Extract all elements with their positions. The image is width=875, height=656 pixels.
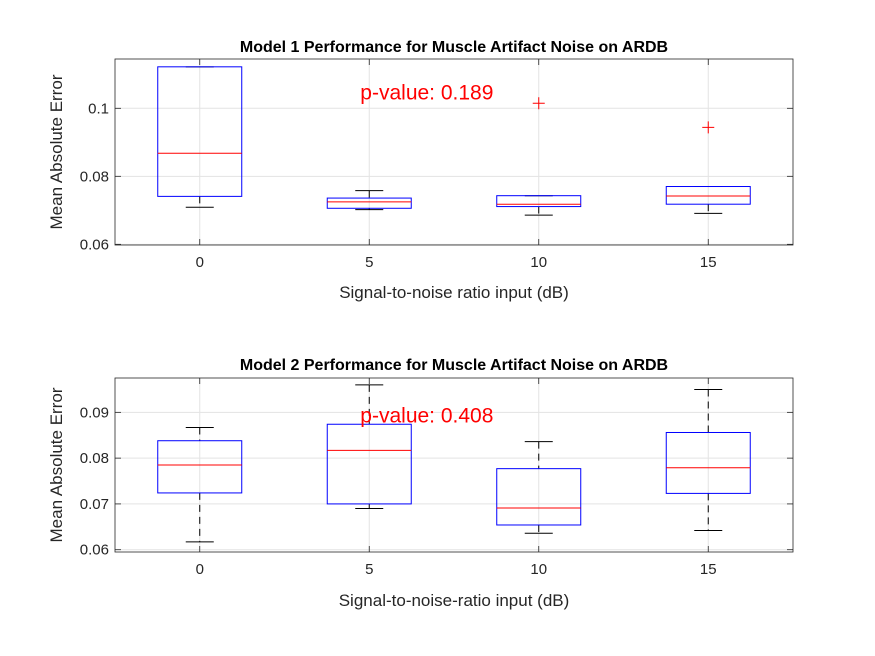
box-iqr	[665, 431, 751, 494]
y-tick-label: 0.1	[88, 100, 109, 117]
grid-lines	[115, 59, 793, 245]
box-iqr	[496, 195, 582, 208]
box-5	[326, 190, 412, 211]
box-iqr	[157, 66, 243, 197]
tick-labels: 0 5 10 15 0.06 0.07 0.08 0.09	[80, 404, 717, 578]
box-15	[665, 121, 751, 214]
box-iqr	[157, 440, 243, 494]
chart-title: Model 1 Performance for Muscle Artifact …	[240, 39, 668, 56]
p-value-annotation: p-value: 0.408	[360, 405, 493, 428]
y-tick-label: 0.07	[80, 496, 109, 513]
box-iqr	[326, 423, 412, 505]
subplot-model-1: 0 5 10 15 0.06 0.08 0.1 Model 1 Performance fo…	[47, 39, 794, 302]
x-tick-label: 5	[365, 254, 373, 271]
outlier-marker	[532, 97, 545, 110]
box-iqr	[496, 468, 582, 526]
x-tick-label: 10	[530, 561, 547, 578]
box-10	[496, 97, 582, 216]
x-tick-label: 15	[700, 561, 717, 578]
x-tick-label: 10	[530, 254, 547, 271]
x-tick-label: 0	[196, 254, 204, 271]
y-axis-label: Mean Absolute Error	[47, 74, 66, 229]
y-tick-label: 0.06	[80, 236, 109, 253]
tick-marks	[115, 378, 793, 552]
box-iqr	[665, 186, 751, 205]
x-axis-label: Signal-to-noise-ratio input (dB)	[339, 591, 570, 610]
y-tick-label: 0.08	[80, 168, 109, 185]
x-tick-label: 0	[196, 561, 204, 578]
box-5	[326, 384, 412, 509]
x-tick-label: 5	[365, 561, 373, 578]
p-value-annotation: p-value: 0.189	[360, 81, 493, 104]
tick-marks	[115, 59, 793, 245]
y-tick-label: 0.09	[80, 404, 109, 421]
box-10	[496, 441, 582, 534]
tick-labels: 0 5 10 15 0.06 0.08 0.1	[80, 100, 717, 271]
axes-background	[115, 59, 793, 245]
outlier-marker	[702, 121, 715, 134]
box-iqr	[326, 197, 412, 209]
box-series	[157, 384, 751, 543]
y-tick-label: 0.06	[80, 542, 109, 559]
box-0	[157, 426, 243, 543]
y-tick-label: 0.08	[80, 450, 109, 467]
y-axis-label: Mean Absolute Error	[47, 387, 66, 542]
box-series	[157, 66, 751, 216]
x-tick-label: 15	[700, 254, 717, 271]
grid-lines	[115, 378, 793, 552]
axes-frame	[114, 377, 794, 553]
box-15	[665, 388, 751, 531]
box-0	[157, 66, 243, 208]
x-axis-label: Signal-to-noise ratio input (dB)	[339, 283, 569, 302]
chart-title: Model 2 Performance for Muscle Artifact …	[240, 357, 668, 374]
axes-frame	[114, 58, 794, 246]
subplot-model-2: 0 5 10 15 0.06 0.07 0.08 0.09 Model 2 Performan…	[47, 357, 794, 610]
